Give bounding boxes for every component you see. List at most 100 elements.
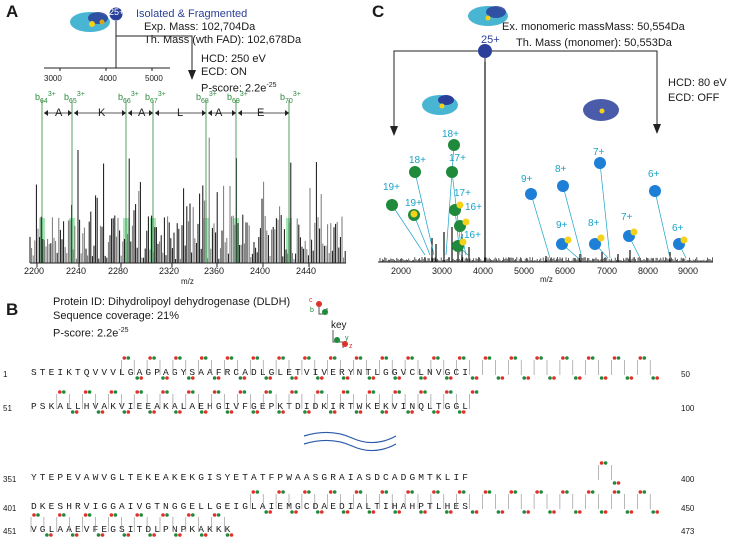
c-ion-marker (612, 490, 617, 494)
b-ion-marker (345, 390, 350, 394)
charge-label: 8+ (555, 164, 567, 175)
b-ion-marker (307, 356, 311, 360)
row-end: 473 (681, 527, 695, 536)
panel-c-label: C (372, 2, 385, 21)
b-ion-marker (113, 390, 118, 394)
x-axis-label: m/z (540, 275, 553, 284)
c-ion-marker (457, 490, 462, 494)
guide-line (530, 193, 551, 259)
y-ion-marker (574, 510, 578, 514)
b-ion-marker (436, 490, 440, 494)
z-ion-marker (203, 410, 208, 414)
charge-label: 8+ (588, 218, 600, 229)
z-ion-marker (152, 410, 156, 414)
x-tick: 4000 (473, 266, 494, 276)
c-ion-marker (380, 490, 385, 494)
key-b: b (310, 307, 314, 314)
z-ion-marker (629, 376, 634, 380)
z-ion-marker (423, 376, 427, 380)
c-ion-marker (586, 356, 591, 360)
y-ion-marker (496, 376, 501, 380)
z-ion-marker (461, 410, 466, 414)
b-ion-marker (449, 390, 453, 394)
y-ion-marker (212, 376, 217, 380)
c-ion-marker (303, 356, 307, 360)
charge-label: 18+ (442, 129, 459, 140)
panel-c-spectrum (379, 62, 713, 262)
b-ion-marker (590, 490, 595, 494)
z-ion-marker (203, 533, 208, 537)
y-ion-marker (290, 510, 294, 514)
b-ion-marker (410, 356, 414, 360)
b-ion-marker (139, 390, 143, 394)
c-ion-marker (483, 356, 488, 360)
arrow-head (128, 110, 132, 116)
z-ion-marker (268, 376, 273, 380)
z-ion-marker (603, 510, 608, 514)
arrow-head (202, 110, 206, 116)
row-end: 50 (681, 370, 690, 379)
arrow-head (285, 110, 289, 116)
y-ion-marker (574, 376, 578, 380)
y-ion-marker (96, 410, 101, 414)
b-ion-marker (565, 356, 569, 360)
z-ion-marker (242, 376, 247, 380)
y-ion-marker (328, 410, 333, 414)
protein-structure-icon (468, 6, 508, 26)
inset-tick-5000: 5000 (145, 74, 163, 83)
green-ion-marker (409, 166, 421, 178)
c-ion-marker (509, 490, 514, 494)
c-ion-marker (303, 490, 307, 494)
c-ion-marker (264, 390, 269, 394)
b-ion-marker (191, 513, 195, 517)
z-ion-marker (345, 510, 350, 514)
b-ion-marker (126, 356, 131, 360)
c-ion-marker (83, 513, 88, 517)
panel-c-mono-mass: Ex. monomeric massMass: 50,554Da (502, 21, 685, 33)
y-ion-marker (496, 510, 501, 514)
charge-label: 6+ (672, 223, 684, 234)
b-ion-marker (397, 390, 402, 394)
y-ion-marker (122, 533, 127, 537)
y-ion-marker (148, 533, 152, 537)
residue-label: L (177, 107, 184, 119)
panel-c-th-mass: Th. Mass (monomer): 50,553Da (516, 37, 672, 49)
inset-ticks (59, 68, 153, 71)
x-tick: 2240 (66, 266, 87, 276)
y-ion-marker (277, 410, 281, 414)
residue-label: K (98, 107, 106, 119)
panel-a-pscore: P-score: 2.2e-25 (201, 82, 277, 95)
panel-a-th-mass: Th. Mass (wth FAD): 102,678Da (144, 34, 302, 46)
c-ion-marker (328, 356, 333, 360)
z-ion-marker (500, 510, 505, 514)
y-ion-marker (380, 410, 385, 414)
c-ion-marker (174, 356, 178, 360)
sequence-row: STEIKTQVVVLGAGPAGYSAAFRCADLGLETVIVERYNTL… (31, 367, 472, 378)
b-ion-marker (307, 490, 311, 494)
guide-line (599, 162, 611, 259)
fragment-key (316, 301, 348, 348)
c-ion-marker (393, 390, 398, 394)
x-tick: 7000 (597, 266, 618, 276)
panel-c-ecd: ECD: OFF (668, 92, 720, 104)
c-ion-marker (161, 513, 165, 517)
row-end: 100 (681, 404, 695, 413)
charge-label: 16+ (464, 230, 481, 241)
charge-label: 17+ (449, 153, 466, 164)
fad-marker (462, 218, 470, 226)
y-ion-marker (625, 376, 630, 380)
y-ion-marker (470, 510, 475, 514)
b-ion-marker (371, 390, 376, 394)
b-ion-marker (642, 356, 647, 360)
z-ion-marker (191, 376, 195, 380)
arrow-head (122, 110, 126, 116)
z-ion-marker (281, 410, 285, 414)
b-ion-marker (410, 490, 414, 494)
b-ion-marker (539, 490, 543, 494)
c-ion-marker (135, 513, 139, 517)
y-ion-marker (419, 510, 423, 514)
y-ion-marker (548, 376, 552, 380)
c-ion-marker (58, 390, 62, 394)
c-ion-marker (109, 390, 114, 394)
b-ion-marker (139, 513, 143, 517)
